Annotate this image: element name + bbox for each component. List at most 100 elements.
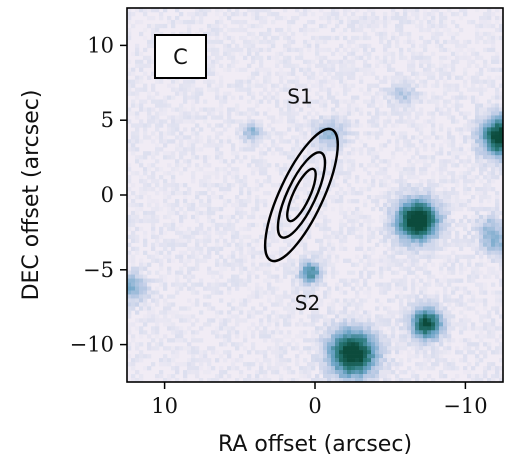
heatmap-cell xyxy=(131,246,136,251)
heatmap-cell xyxy=(143,27,148,33)
heatmap-cell xyxy=(339,342,344,347)
heatmap-cell xyxy=(475,111,480,116)
heatmap-cell xyxy=(491,171,496,176)
heatmap-cell xyxy=(159,318,164,323)
heatmap-cell xyxy=(291,262,296,267)
heatmap-cell xyxy=(171,123,176,128)
heatmap-cell xyxy=(339,350,344,355)
heatmap-cell xyxy=(295,123,300,128)
heatmap-cell xyxy=(259,318,264,323)
heatmap-cell xyxy=(351,63,356,68)
heatmap-cell xyxy=(235,179,240,184)
heatmap-cell xyxy=(427,202,432,208)
heatmap-cell xyxy=(187,258,192,263)
heatmap-cell xyxy=(431,91,436,96)
heatmap-cell xyxy=(475,214,480,220)
heatmap-cell xyxy=(355,23,360,29)
heatmap-cell xyxy=(483,274,488,279)
heatmap-cell xyxy=(387,175,392,180)
heatmap-cell xyxy=(491,47,496,53)
heatmap-cell xyxy=(151,318,156,323)
heatmap-cell xyxy=(247,163,252,168)
heatmap-cell xyxy=(411,338,416,343)
heatmap-cell xyxy=(279,151,284,156)
heatmap-cell xyxy=(203,202,208,208)
heatmap-cell xyxy=(499,35,503,41)
heatmap-cell xyxy=(215,286,220,291)
heatmap-cell xyxy=(419,71,424,76)
heatmap-cell xyxy=(155,326,160,331)
heatmap-cell xyxy=(303,358,308,363)
heatmap-cell xyxy=(131,123,136,128)
heatmap-cell xyxy=(363,19,368,25)
heatmap-cell xyxy=(323,171,328,176)
heatmap-cell xyxy=(487,187,492,192)
heatmap-cell xyxy=(135,246,140,251)
heatmap-cell xyxy=(167,222,172,228)
heatmap-cell xyxy=(279,362,284,367)
heatmap-cell xyxy=(387,95,392,100)
heatmap-cell xyxy=(431,131,436,136)
heatmap-cell xyxy=(463,238,468,244)
heatmap-cell xyxy=(183,362,188,367)
heatmap-cell xyxy=(327,338,332,343)
heatmap-cell xyxy=(211,47,216,53)
heatmap-cell xyxy=(227,123,232,128)
heatmap-cell xyxy=(479,230,484,236)
heatmap-cell xyxy=(451,139,456,144)
heatmap-cell xyxy=(307,87,312,92)
heatmap-cell xyxy=(483,322,488,327)
heatmap-cell xyxy=(483,63,488,68)
heatmap-cell xyxy=(239,214,244,220)
heatmap-cell xyxy=(435,218,440,224)
heatmap-cell xyxy=(243,143,248,148)
heatmap-cell xyxy=(451,71,456,76)
heatmap-cell xyxy=(359,358,364,363)
heatmap-cell xyxy=(411,155,416,160)
heatmap-cell xyxy=(411,11,416,17)
heatmap-cell xyxy=(491,306,496,311)
heatmap-cell xyxy=(331,83,336,88)
heatmap-cell xyxy=(343,210,348,216)
heatmap-cell xyxy=(439,326,444,331)
heatmap-cell xyxy=(443,139,448,144)
heatmap-cell xyxy=(359,318,364,323)
heatmap-cell xyxy=(399,278,404,283)
heatmap-cell xyxy=(495,250,500,255)
heatmap-cell xyxy=(491,254,496,259)
heatmap-cell xyxy=(243,198,248,204)
heatmap-cell xyxy=(483,131,488,136)
heatmap-cell xyxy=(371,246,376,251)
heatmap-cell xyxy=(479,202,484,208)
heatmap-cell xyxy=(371,358,376,363)
heatmap-cell xyxy=(151,326,156,331)
heatmap-cell xyxy=(375,123,380,128)
heatmap-cell xyxy=(211,171,216,176)
heatmap-cell xyxy=(275,91,280,96)
heatmap-cell xyxy=(331,67,336,72)
heatmap-cell xyxy=(407,195,412,200)
heatmap-cell xyxy=(231,226,236,232)
heatmap-cell xyxy=(327,95,332,100)
heatmap-cell xyxy=(363,218,368,224)
heatmap-cell xyxy=(435,183,440,188)
heatmap-cell xyxy=(407,358,412,363)
heatmap-cell xyxy=(311,159,316,164)
heatmap-cell xyxy=(127,354,132,359)
heatmap-cell xyxy=(403,91,408,96)
heatmap-cell xyxy=(443,226,448,232)
heatmap-cell xyxy=(399,71,404,76)
heatmap-cell xyxy=(407,214,412,220)
heatmap-cell xyxy=(403,139,408,144)
heatmap-cell xyxy=(279,71,284,76)
heatmap-cell xyxy=(299,131,304,136)
heatmap-cell xyxy=(227,187,232,192)
heatmap-cell xyxy=(267,67,272,72)
heatmap-cell xyxy=(391,99,396,104)
heatmap-cell xyxy=(423,11,428,17)
heatmap-cell xyxy=(179,234,184,240)
heatmap-cell xyxy=(467,202,472,208)
heatmap-cell xyxy=(259,350,264,355)
heatmap-cell xyxy=(167,226,172,232)
heatmap-cell xyxy=(315,27,320,33)
